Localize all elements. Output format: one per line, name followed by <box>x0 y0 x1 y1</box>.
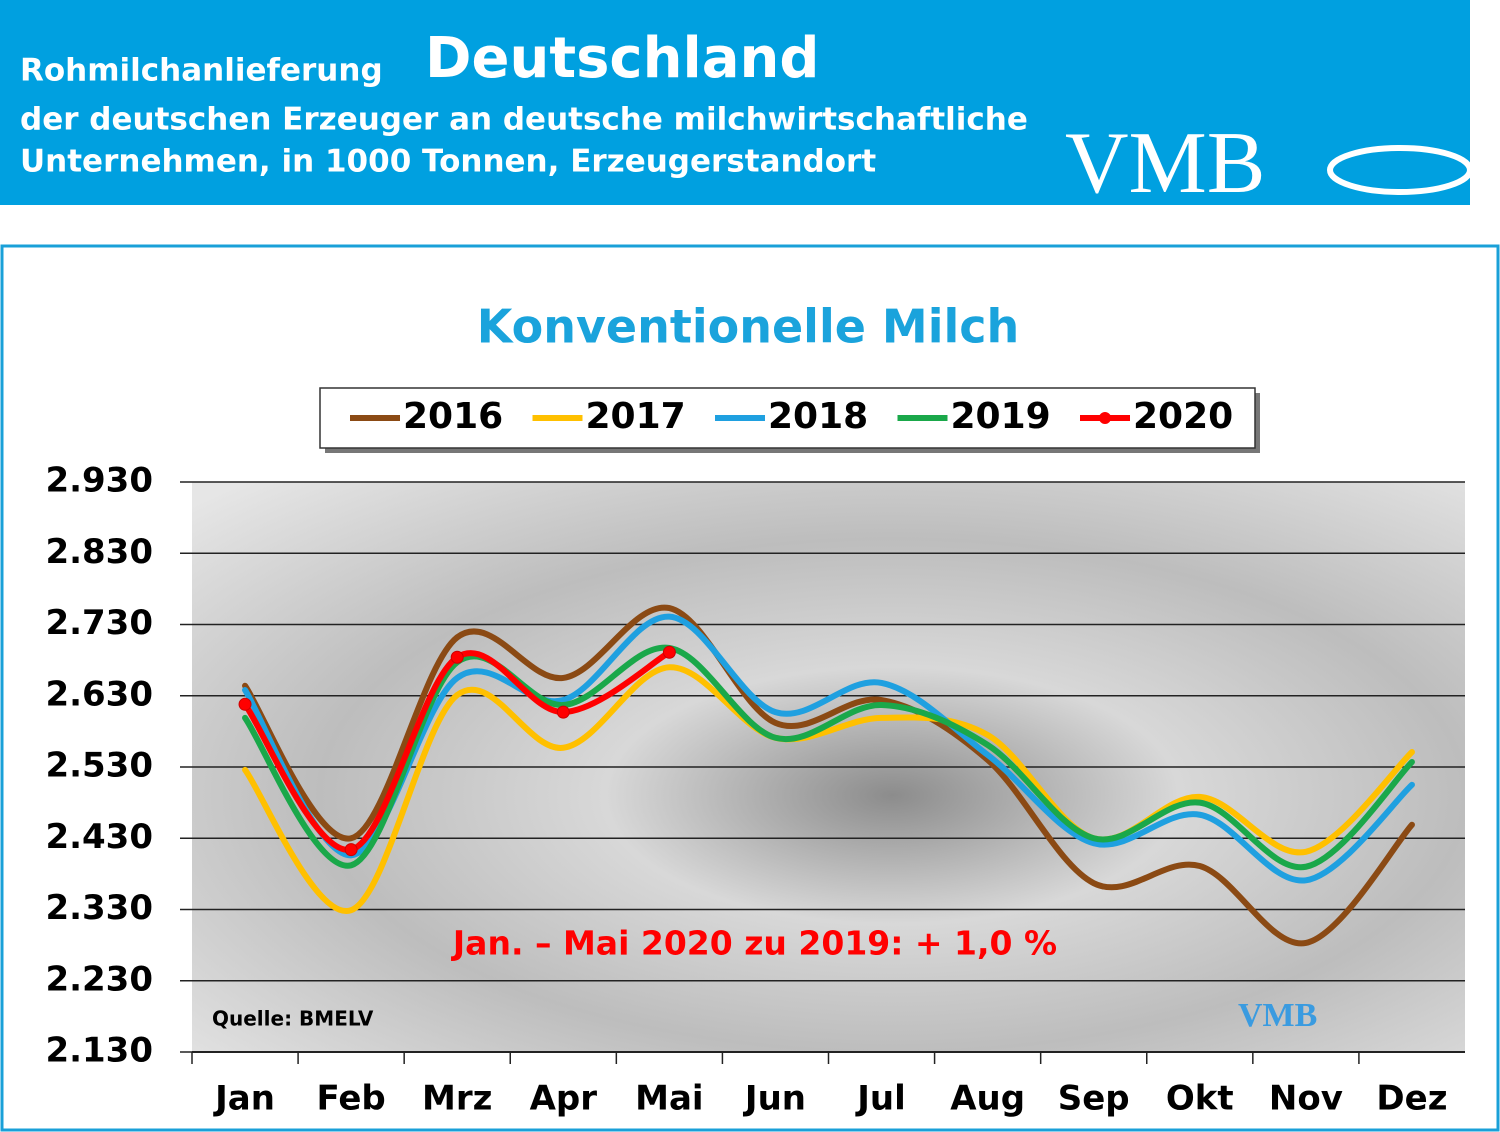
x-tick-label: Apr <box>530 1079 598 1119</box>
header-line: der deutschen Erzeuger an deutsche milch… <box>20 102 1028 138</box>
series-marker <box>344 843 358 857</box>
x-tick-label: Mrz <box>422 1079 492 1119</box>
y-tick-label: 2.330 <box>45 888 153 928</box>
series-line <box>242 604 1415 947</box>
legend-label: 2018 <box>768 396 868 437</box>
x-tick-label: Jul <box>855 1079 906 1119</box>
header-title-big: Deutschland <box>425 26 819 91</box>
legend-label: 2020 <box>1133 396 1233 437</box>
annotation: Jan. – Mai 2020 zu 2019: + 1,0 % <box>451 924 1057 963</box>
y-tick-label: 2.830 <box>45 532 153 572</box>
series-line <box>242 613 1415 884</box>
series-line <box>242 644 1415 871</box>
x-tick-label: Nov <box>1269 1079 1343 1119</box>
x-tick-label: Feb <box>317 1079 386 1119</box>
x-tick-label: Jan <box>213 1079 275 1119</box>
header-band <box>0 0 1470 205</box>
header-logo: VMB <box>1065 115 1266 212</box>
legend-label: 2017 <box>586 396 686 437</box>
legend-label: 2016 <box>403 396 503 437</box>
y-tick-label: 2.630 <box>45 674 153 714</box>
series-marker <box>662 645 676 659</box>
series-marker <box>238 697 252 711</box>
x-tick-label: Aug <box>950 1079 1025 1119</box>
y-tick-label: 2.930 <box>45 461 153 501</box>
plot-logo: VMB <box>1238 997 1317 1034</box>
y-tick-label: 2.230 <box>45 959 153 999</box>
y-tick-label: 2.430 <box>45 817 153 857</box>
source: Quelle: BMELV <box>212 1007 374 1031</box>
legend-label: 2019 <box>951 396 1051 437</box>
chart-title: Konventionelle Milch <box>477 300 1020 354</box>
x-tick-label: Dez <box>1376 1079 1447 1119</box>
x-tick-label: Okt <box>1166 1079 1234 1119</box>
header-line: Unternehmen, in 1000 Tonnen, Erzeugersta… <box>20 144 876 180</box>
x-tick-label: Mai <box>635 1079 703 1119</box>
series-line <box>242 649 673 853</box>
x-tick-label: Jun <box>743 1079 806 1119</box>
header-title-small: Rohmilchanlieferung <box>20 53 383 89</box>
logo-swirl <box>1327 145 1473 195</box>
y-tick-label: 2.130 <box>45 1031 153 1071</box>
series-marker <box>450 650 464 664</box>
series-marker <box>556 705 570 719</box>
y-tick-label: 2.730 <box>45 603 153 643</box>
y-tick-label: 2.530 <box>45 746 153 786</box>
x-tick-label: Sep <box>1058 1079 1130 1119</box>
legend-marker <box>1099 412 1111 424</box>
